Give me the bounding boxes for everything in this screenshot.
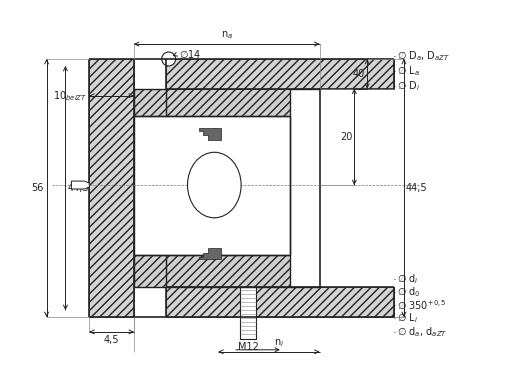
Circle shape	[162, 52, 176, 66]
Text: 40: 40	[353, 69, 365, 79]
Text: $\varnothing$ 350$^{+0,5}$: $\varnothing$ 350$^{+0,5}$	[397, 298, 447, 312]
Text: 20: 20	[340, 132, 352, 142]
Polygon shape	[200, 248, 221, 259]
Text: n$_a$: n$_a$	[221, 29, 233, 41]
Text: $\varnothing$ D$_i$: $\varnothing$ D$_i$	[397, 79, 420, 93]
Polygon shape	[134, 254, 165, 287]
Text: $\varnothing$ d$_i$: $\varnothing$ d$_i$	[397, 273, 419, 286]
Text: M12: M12	[238, 342, 258, 352]
Text: 10$_{bei ZT}$: 10$_{bei ZT}$	[53, 89, 87, 102]
Text: $\varnothing$ L$_a$: $\varnothing$ L$_a$	[397, 64, 420, 78]
Polygon shape	[165, 287, 394, 317]
Text: 44,5: 44,5	[67, 183, 89, 193]
Text: $\varnothing$ L$_i$: $\varnothing$ L$_i$	[397, 311, 418, 325]
Polygon shape	[165, 89, 290, 116]
Polygon shape	[240, 287, 256, 339]
Polygon shape	[71, 181, 89, 189]
Polygon shape	[134, 89, 165, 116]
Polygon shape	[200, 129, 221, 140]
Text: $\varnothing$ d$_a$, d$_{aZT}$: $\varnothing$ d$_a$, d$_{aZT}$	[397, 325, 447, 339]
Polygon shape	[165, 59, 394, 89]
Ellipse shape	[188, 152, 241, 218]
Text: 56: 56	[31, 183, 43, 193]
Text: n$_i$: n$_i$	[274, 337, 284, 349]
Text: $\varnothing$ D$_a$, D$_{aZT}$: $\varnothing$ D$_a$, D$_{aZT}$	[397, 49, 450, 63]
Text: $\emptyset$14: $\emptyset$14	[178, 48, 201, 60]
Text: 4,5: 4,5	[104, 335, 119, 345]
Text: $\varnothing$ d$_0$: $\varnothing$ d$_0$	[397, 285, 421, 299]
Polygon shape	[89, 59, 134, 317]
Polygon shape	[165, 254, 290, 287]
Text: 44,5: 44,5	[406, 183, 428, 193]
